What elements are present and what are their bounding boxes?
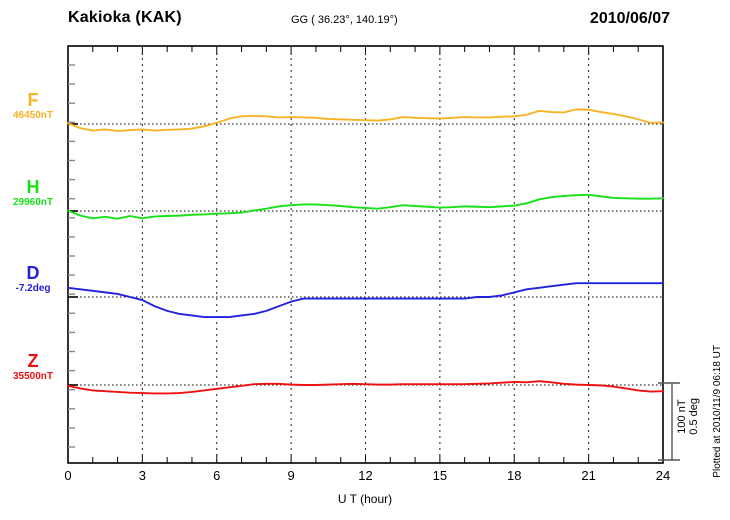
scale-bar-caption: 100 nT 0.5 deg	[676, 398, 700, 435]
x-tick-label: 21	[581, 468, 596, 483]
x-axis-title: U T (hour)	[337, 492, 393, 506]
geographic-coordinates: GG ( 36.23°, 140.19°)	[291, 14, 398, 26]
component-label-f: F 46450nT	[0, 90, 66, 122]
component-symbol-d: D	[26, 263, 40, 283]
component-symbol-f: F	[27, 90, 39, 110]
x-tick-label: 6	[213, 468, 221, 483]
x-tick-label: 24	[655, 468, 671, 483]
component-baseline-h: 29960nT	[12, 197, 54, 208]
trace-f	[67, 108, 664, 132]
component-baseline-f: 46450nT	[12, 110, 54, 121]
station-title: Kakioka (KAK)	[68, 9, 182, 26]
x-tick-label: 15	[432, 468, 448, 483]
component-baseline-z: 35500nT	[12, 371, 54, 382]
trace-h	[67, 193, 664, 220]
trace-d	[67, 282, 664, 318]
x-tick-label: 18	[507, 468, 522, 483]
component-label-h: H 29960nT	[0, 177, 66, 209]
scale-bar-label-deg: 0.5 deg	[688, 398, 700, 435]
x-tick-label: 9	[287, 468, 295, 483]
plotted-at-timestamp: Plotted at 2010/11/9 06:18 UT	[712, 345, 723, 478]
observation-date: 2010/06/07	[589, 10, 670, 27]
component-baseline-d: -7.2deg	[15, 283, 51, 294]
component-label-d: D -7.2deg	[0, 263, 66, 295]
component-label-z: Z 35500nT	[0, 351, 66, 383]
component-symbol-h: H	[26, 177, 40, 197]
x-tick-label: 12	[358, 468, 373, 483]
trace-z	[67, 380, 664, 395]
component-symbol-z: Z	[27, 351, 39, 371]
x-tick-label: 0	[64, 468, 72, 483]
scale-bar-label-nt: 100 nT	[676, 399, 688, 434]
x-tick-label: 3	[138, 468, 146, 483]
